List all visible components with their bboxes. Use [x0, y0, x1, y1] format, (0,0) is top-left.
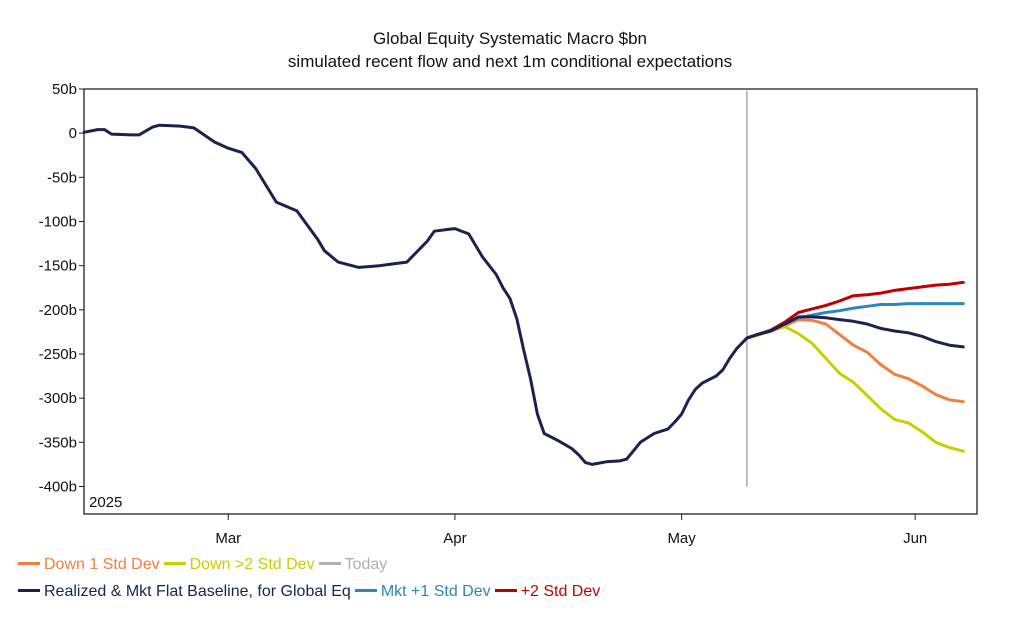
- legend-label-std2: +2 Std Dev: [520, 583, 601, 600]
- legend-item-down2: Down >2 Std Dev: [163, 556, 315, 574]
- legend-swatch-today: [318, 561, 341, 565]
- legend-row-2: Realized & Mkt Flat Baseline, for Global…: [18, 583, 604, 601]
- legend-label-today: Today: [344, 556, 388, 573]
- legend-swatch-base: [18, 588, 40, 592]
- year-label: 2025: [89, 494, 122, 511]
- legend-item-base: Realized & Mkt Flat Baseline, for Global…: [18, 583, 351, 601]
- legend-label-down2: Down >2 Std Dev: [189, 556, 315, 573]
- legend: Down 1 Std Dev Down >2 Std Dev Today Reali…: [0, 556, 1024, 616]
- series-layer: [82, 123, 965, 466]
- legend-item-mkt1: Mkt +1 Std Dev: [354, 583, 491, 601]
- plot-area: [83, 88, 978, 515]
- legend-swatch-std2: [494, 588, 517, 592]
- chart-subtitle: simulated recent flow and next 1m condit…: [288, 52, 732, 71]
- legend-item-today: Today: [318, 556, 388, 574]
- y-tick-label: -350b: [39, 434, 77, 451]
- legend-swatch-down1: [18, 561, 40, 565]
- series-line-down1: [745, 318, 965, 404]
- series-line-down2: [745, 325, 965, 453]
- legend-label-base: Realized & Mkt Flat Baseline, for Global…: [44, 583, 351, 600]
- y-tick-label: -150b: [39, 258, 77, 275]
- y-tick-label: -200b: [39, 302, 77, 319]
- y-tick-label: -400b: [39, 479, 77, 496]
- x-tick-label: Mar: [215, 530, 241, 547]
- chart-title: Global Equity Systematic Macro $bn: [373, 29, 647, 48]
- legend-item-std2: +2 Std Dev: [494, 583, 601, 601]
- y-tick-label: -250b: [39, 346, 77, 363]
- legend-swatch-down2: [163, 561, 186, 565]
- legend-row-1: Down 1 Std Dev Down >2 Std Dev Today: [18, 556, 391, 574]
- legend-swatch-mkt1: [354, 588, 377, 592]
- legend-item-down1: Down 1 Std Dev: [18, 556, 160, 574]
- x-axis: Mar Apr May Jun: [215, 514, 927, 547]
- y-tick-label: -100b: [39, 214, 77, 231]
- x-tick-label: Apr: [443, 530, 466, 547]
- y-tick-label: -300b: [39, 390, 77, 407]
- chart-canvas: Global Equity Systematic Macro $bn simul…: [39, 29, 978, 547]
- series-line-base: [82, 123, 965, 466]
- legend-label-down1: Down 1 Std Dev: [44, 556, 160, 573]
- legend-label-mkt1: Mkt +1 Std Dev: [380, 583, 491, 600]
- x-tick-label: Jun: [903, 530, 927, 547]
- y-tick-label: -50b: [47, 169, 77, 186]
- x-tick-label: May: [667, 530, 696, 547]
- y-tick-label: 50b: [52, 81, 77, 98]
- y-tick-label: 0: [69, 125, 77, 142]
- y-axis: 50b 0 -50b -100b -150b -200b -250b -300b -350b -4…: [39, 81, 84, 496]
